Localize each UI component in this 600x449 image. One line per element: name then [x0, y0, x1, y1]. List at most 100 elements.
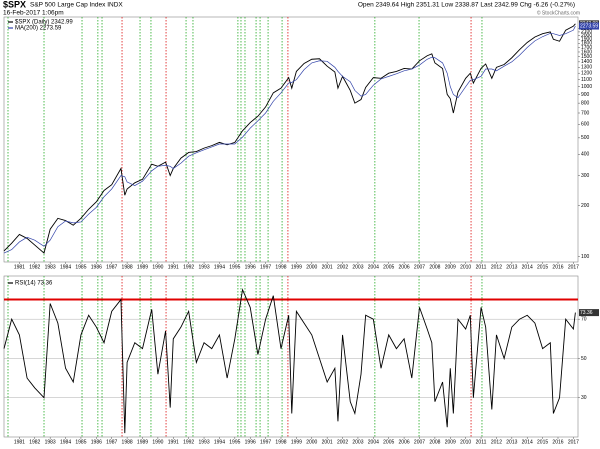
x-tick-label: 1997 — [260, 264, 271, 270]
x-tick-label: 1987 — [106, 439, 117, 445]
x-tick-label: 1989 — [137, 264, 148, 270]
x-tick-label: 2011 — [476, 439, 487, 445]
x-tick-label: 1993 — [198, 264, 209, 270]
x-tick-label: 1994 — [214, 439, 225, 445]
index-name: S&P 500 Large Cap Index INDX — [30, 2, 123, 9]
x-tick-label: 2014 — [522, 264, 533, 270]
x-tick-label: 2004 — [368, 439, 379, 445]
x-tick-label: 2009 — [445, 264, 456, 270]
x-tick-label: 1985 — [75, 439, 86, 445]
last-value-box — [579, 22, 599, 30]
x-tick-label: 2016 — [552, 439, 563, 445]
y-tick-label: 700 — [581, 110, 590, 116]
x-tick-label: 2010 — [460, 264, 471, 270]
x-tick-label: 1998 — [275, 264, 286, 270]
x-tick-label: 2012 — [491, 439, 502, 445]
x-tick-label: 1991 — [168, 264, 179, 270]
x-tick-label: 1995 — [229, 264, 240, 270]
y-tick-label: 500 — [581, 135, 590, 141]
y-tick-label: 1500 — [581, 54, 592, 60]
legend-label: MA(200) 2273.59 — [15, 26, 62, 32]
y-tick-label: 1300 — [581, 65, 592, 71]
x-tick-label: 1999 — [291, 439, 302, 445]
x-tick-label: 1990 — [152, 439, 163, 445]
y-tick-label: 1200 — [581, 71, 592, 77]
x-tick-label: 2010 — [460, 439, 471, 445]
x-tick-label: 2013 — [506, 439, 517, 445]
y-tick-label: 100 — [581, 254, 590, 260]
x-tick-label: 1982 — [29, 439, 40, 445]
y-tick-label: 1900 — [581, 37, 592, 43]
x-tick-label: 1991 — [168, 439, 179, 445]
x-tick-label: 2015 — [537, 264, 548, 270]
x-tick-label: 2017 — [568, 439, 579, 445]
y-tick-label: 70 — [581, 317, 587, 323]
x-tick-label: 2015 — [537, 439, 548, 445]
y-tick-label: 1100 — [581, 77, 592, 83]
last-value-label: 2273.59 — [580, 23, 598, 29]
x-tick-label: 2003 — [352, 264, 363, 270]
x-tick-label: 1986 — [91, 264, 102, 270]
y-tick-label: 1600 — [581, 49, 592, 55]
y-tick-label: 2000 — [581, 33, 592, 39]
x-tick-label: 1989 — [137, 439, 148, 445]
y-tick-label: 30 — [581, 395, 587, 401]
x-tick-label: 2016 — [552, 264, 563, 270]
y-tick-label: 600 — [581, 122, 590, 128]
x-tick-label: 2013 — [506, 264, 517, 270]
x-tick-label: 2007 — [414, 264, 425, 270]
y-tick-label: 50 — [581, 356, 587, 362]
series-line — [3, 288, 576, 434]
x-tick-label: 2006 — [399, 264, 410, 270]
x-tick-label: 2011 — [476, 264, 487, 270]
x-tick-label: 1983 — [45, 439, 56, 445]
x-tick-label: 1999 — [291, 264, 302, 270]
x-tick-label: 1996 — [245, 264, 256, 270]
x-tick-label: 1990 — [152, 264, 163, 270]
y-tick-label: 1700 — [581, 45, 592, 51]
y-tick-label: 300 — [581, 173, 590, 179]
x-tick-label: 2005 — [383, 264, 394, 270]
symbol: $SPX — [3, 0, 26, 9]
x-tick-label: 2012 — [491, 264, 502, 270]
x-tick-label: 1996 — [245, 439, 256, 445]
price-panel-frame — [3, 16, 579, 263]
x-tick-label: 2017 — [568, 264, 579, 270]
x-tick-label: 1988 — [122, 264, 133, 270]
legend-label: RSI(14) 73.36 — [15, 281, 53, 287]
x-tick-label: 1981 — [14, 264, 25, 270]
x-tick-label: 1998 — [275, 439, 286, 445]
y-tick-label: 2100 — [581, 29, 592, 35]
x-tick-label: 2009 — [445, 439, 456, 445]
x-tick-label: 2006 — [399, 439, 410, 445]
series-line — [3, 23, 576, 254]
x-tick-label: 1985 — [75, 264, 86, 270]
x-tick-label: 2008 — [429, 439, 440, 445]
last-value-box — [579, 309, 599, 317]
series-line — [3, 25, 576, 254]
x-tick-label: 2007 — [414, 439, 425, 445]
x-tick-label: 2002 — [337, 439, 348, 445]
x-tick-label: 2002 — [337, 264, 348, 270]
x-tick-label: 1995 — [229, 439, 240, 445]
y-tick-label: 900 — [581, 92, 590, 98]
y-tick-label: 800 — [581, 100, 590, 106]
last-value-label: 73.36 — [580, 310, 593, 316]
x-tick-label: 1997 — [260, 439, 271, 445]
x-tick-label: 1982 — [29, 264, 40, 270]
x-tick-label: 1988 — [122, 439, 133, 445]
x-tick-label: 2000 — [306, 264, 317, 270]
y-tick-label: 1400 — [581, 59, 592, 65]
y-tick-label: 1800 — [581, 41, 592, 47]
x-tick-label: 1981 — [14, 439, 25, 445]
x-tick-label: 1993 — [198, 439, 209, 445]
x-tick-label: 1984 — [60, 439, 71, 445]
rsi-panel-frame — [3, 275, 579, 438]
legend-label: $SPX (Daily) 2342.99 — [15, 20, 73, 26]
quote: Open 2349.64 High 2351.31 Low 2338.87 La… — [358, 2, 575, 9]
copyright: © StockCharts.com — [537, 9, 580, 16]
y-tick-label: 400 — [581, 152, 590, 158]
x-tick-label: 2008 — [429, 264, 440, 270]
x-tick-label: 2014 — [522, 439, 533, 445]
